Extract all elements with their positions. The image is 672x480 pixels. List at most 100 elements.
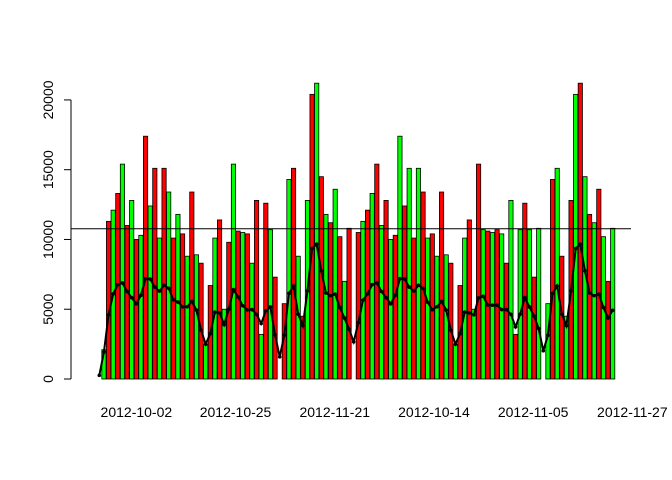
- bar-6: [124, 225, 130, 380]
- bar-41: [286, 179, 292, 380]
- bar-108: [596, 188, 602, 380]
- bar-80: [466, 219, 472, 380]
- trend-point-92: [523, 295, 527, 300]
- trend-point-40: [282, 333, 287, 338]
- trend-point-24: [208, 331, 213, 336]
- bar-88: [503, 262, 509, 380]
- trend-line: [98, 242, 614, 376]
- trend-point-62: [384, 295, 388, 300]
- bar-79: [462, 237, 468, 380]
- bar-70: [420, 191, 426, 380]
- trend-point-7: [129, 295, 134, 300]
- trend-point-89: [509, 312, 513, 317]
- trend-point-77: [453, 342, 458, 346]
- trend-point-35: [259, 321, 263, 326]
- trend-point-94: [532, 314, 536, 318]
- trend-point-75: [444, 308, 448, 312]
- trend-point-41: [287, 291, 291, 296]
- trend-point-63: [388, 302, 393, 306]
- bar-25: [212, 237, 218, 380]
- trend-point-33: [250, 307, 254, 312]
- trend-point-22: [199, 328, 203, 332]
- x-tick-label-1: 2012-10-25: [200, 404, 272, 420]
- bar-83: [480, 229, 486, 380]
- trend-point-3: [111, 292, 115, 296]
- bar-17: [175, 213, 181, 380]
- trend-point-90: [513, 325, 518, 329]
- x-tick-label-4: 2012-11-05: [498, 404, 569, 420]
- bar-74: [439, 191, 445, 380]
- bar-2: [106, 220, 112, 380]
- trend-point-19: [185, 304, 189, 309]
- bar-20: [189, 191, 195, 380]
- bar-23: [203, 343, 209, 380]
- trend-point-105: [583, 269, 587, 273]
- bar-104: [577, 82, 583, 380]
- bar-73: [434, 255, 440, 380]
- trend-point-53: [342, 316, 347, 320]
- trend-point-66: [402, 277, 407, 281]
- trend-point-103: [573, 246, 578, 251]
- trend-point-99: [555, 284, 559, 288]
- trend-point-12: [153, 285, 157, 289]
- trend-point-42: [291, 284, 296, 288]
- trend-point-15: [166, 286, 171, 291]
- trend-point-83: [481, 294, 485, 299]
- bar-15: [166, 191, 172, 380]
- trend-point-8: [134, 302, 139, 306]
- trend-point-30: [236, 295, 240, 299]
- bar-53: [341, 280, 347, 380]
- trend-point-18: [180, 304, 185, 309]
- bar-32: [244, 233, 250, 380]
- bar-30: [235, 230, 241, 380]
- trend-point-69: [416, 283, 421, 288]
- trend-point-107: [592, 293, 596, 298]
- bar-87: [499, 233, 505, 380]
- bar-29: [230, 163, 236, 380]
- trend-point-44: [301, 323, 305, 328]
- trend-point-32: [245, 308, 250, 312]
- trend-point-31: [240, 303, 245, 308]
- bar-51: [332, 188, 338, 380]
- bar-69: [415, 167, 421, 380]
- trend-group: [97, 242, 615, 378]
- trend-point-95: [536, 326, 541, 331]
- bar-82: [476, 163, 482, 380]
- trend-point-43: [296, 312, 300, 316]
- trend-point-13: [157, 289, 162, 293]
- trend-point-91: [518, 312, 522, 316]
- bar-77: [452, 343, 458, 380]
- bar-89: [508, 199, 514, 380]
- trend-point-98: [550, 291, 555, 296]
- trend-point-46: [310, 246, 314, 251]
- trend-point-109: [601, 305, 606, 310]
- trend-point-73: [435, 304, 439, 309]
- x-tick-label-5: 2012-11-27: [597, 404, 668, 420]
- bar-61: [378, 225, 384, 380]
- trend-point-38: [273, 333, 277, 337]
- trend-point-80: [467, 311, 472, 315]
- trend-point-61: [379, 289, 384, 294]
- trend-point-48: [319, 269, 324, 273]
- trend-point-64: [393, 293, 398, 298]
- bar-95: [536, 227, 542, 380]
- bar-103: [573, 93, 579, 380]
- bar-71: [425, 237, 431, 380]
- bar-91: [517, 229, 523, 380]
- trend-point-71: [425, 300, 430, 305]
- trend-point-97: [546, 333, 550, 338]
- y-axis: 0 5000 10000 15000 20000: [40, 80, 72, 383]
- bar-67: [406, 167, 412, 380]
- trend-point-50: [328, 293, 333, 298]
- bar-110: [605, 280, 611, 380]
- trend-point-56: [356, 320, 361, 325]
- bar-62: [383, 199, 389, 380]
- trend-point-100: [560, 312, 564, 316]
- bar-111: [610, 227, 616, 380]
- bar-19: [184, 255, 190, 380]
- trend-point-68: [412, 289, 416, 293]
- trend-point-87: [499, 307, 504, 312]
- bar-37: [267, 229, 273, 380]
- trend-point-54: [347, 327, 351, 331]
